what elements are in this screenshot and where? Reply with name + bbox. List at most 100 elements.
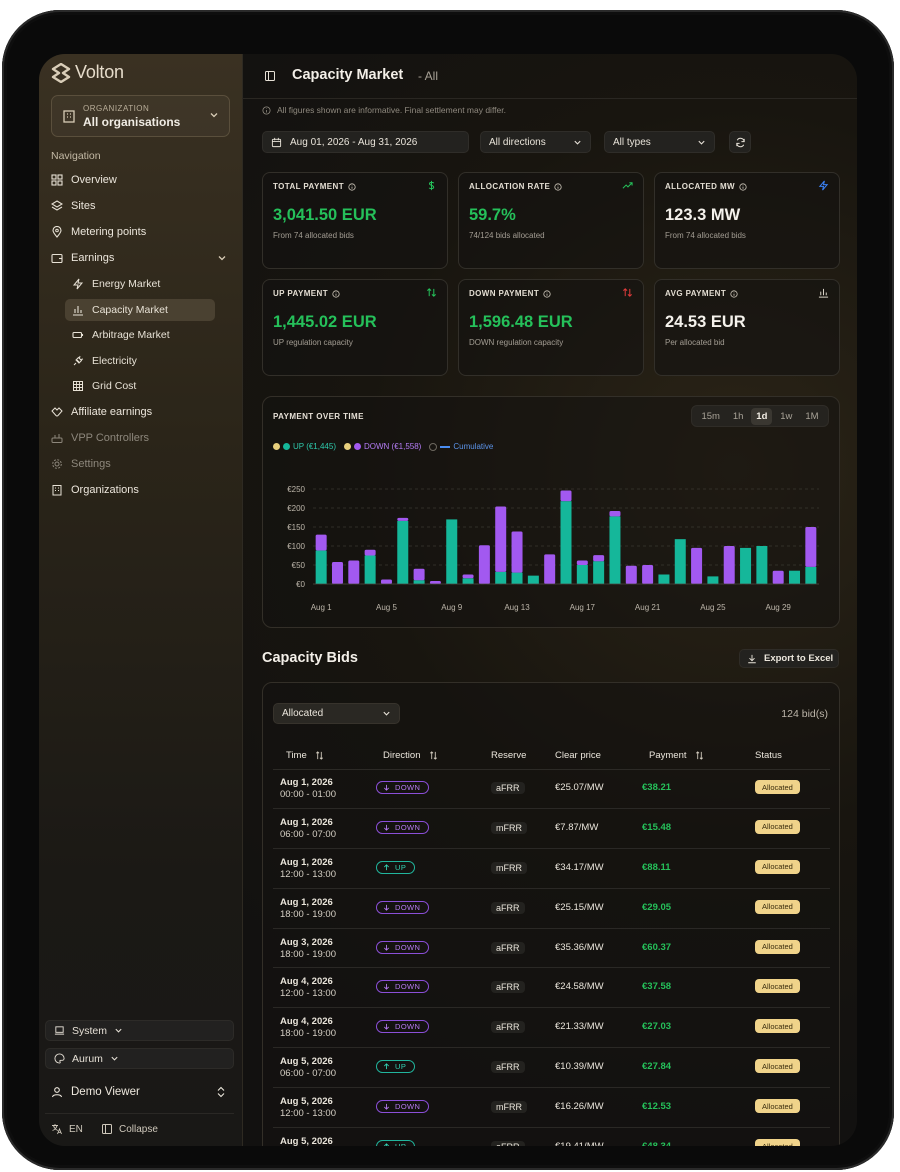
table-row[interactable]: Aug 4, 2026 12:00 - 13:00 DOWN aFRR €24.58/M… (273, 968, 830, 1009)
info-icon (332, 289, 340, 298)
card-avg-payment: AVG PAYMENT 24.53 EUR Per allocated bid (654, 279, 840, 376)
legend-down[interactable]: DOWN (€1,558) (344, 442, 421, 451)
range-1w[interactable]: 1w (780, 410, 793, 422)
sidebar-item-organizations[interactable]: Organizations (51, 479, 139, 501)
column-payment[interactable]: Payment (649, 750, 704, 761)
collapse-button[interactable]: Collapse (101, 1123, 158, 1135)
bid-date: Aug 3, 2026 (280, 936, 333, 948)
legend-swatch (354, 443, 361, 450)
sidebar-item-capacity-market[interactable]: Capacity Market (65, 299, 215, 321)
table-row[interactable]: Aug 5, 2026 12:00 - 13:00 DOWN mFRR €16.26/M… (273, 1088, 830, 1129)
language-toggle[interactable]: EN (51, 1123, 83, 1135)
range-1d[interactable]: 1d (751, 407, 773, 425)
type-select[interactable]: All types (604, 131, 715, 153)
range-1h[interactable]: 1h (732, 410, 744, 422)
direction-label: DOWN (395, 942, 421, 952)
table-row[interactable]: Aug 1, 2026 18:00 - 19:00 DOWN aFRR €25.15/M… (273, 889, 830, 929)
bar-down (331, 561, 343, 584)
bar-up (756, 546, 768, 584)
bar-down (511, 531, 523, 573)
organization-selector[interactable]: ORGANIZATION All organisations (51, 95, 230, 137)
column-reserve: Reserve (491, 750, 527, 761)
chart-plot: €0 €50 €100 €150 €200 €250 Aug 1 Aug 5 Aug 9 Aug … (287, 485, 819, 612)
language-label: EN (69, 1123, 83, 1135)
brand-logo[interactable]: Volton (51, 62, 124, 83)
sidebar-item-arbitrage-market[interactable]: Arbitrage Market (65, 324, 215, 346)
chevron-down-icon (111, 1056, 118, 1061)
sidebar-item-settings[interactable]: Settings (51, 453, 111, 475)
bid-date: Aug 5, 2026 (280, 1056, 333, 1068)
bid-time-slot: 12:00 - 13:00 (280, 1108, 336, 1120)
sidebar-item-electricity[interactable]: Electricity (65, 350, 215, 372)
system-selector[interactable]: System (45, 1020, 234, 1041)
range-1m[interactable]: 1M (805, 410, 819, 422)
reserve-type: mFRR (491, 1101, 527, 1114)
column-direction[interactable]: Direction (383, 750, 438, 761)
arrow-up-icon (384, 1063, 389, 1070)
sidebar-item-affiliate-earnings[interactable]: Affiliate earnings (51, 401, 152, 423)
legend-swatch (440, 445, 451, 448)
refresh-button[interactable] (729, 131, 751, 153)
direction-badge: DOWN (376, 820, 430, 834)
sidebar-toggle-icon[interactable] (264, 70, 276, 82)
sidebar-item-earnings[interactable]: Earnings (51, 247, 114, 269)
status-badge: Allocated (755, 899, 800, 914)
bar-up (413, 580, 425, 584)
status-filter-select[interactable]: Allocated (273, 703, 400, 724)
sidebar-item-grid-cost[interactable]: Grid Cost (65, 375, 215, 397)
table-row[interactable]: Aug 1, 2026 00:00 - 01:00 DOWN aFRR €25.07/M… (273, 769, 830, 809)
legend-cumulative[interactable]: Cumulative (429, 442, 493, 451)
sidebar-collapse-icon (102, 1124, 112, 1134)
card-subtext: From 74 allocated bids (273, 231, 354, 240)
table-row[interactable]: Aug 1, 2026 06:00 - 07:00 DOWN mFRR €7.87/MW… (273, 809, 830, 849)
direction-select[interactable]: All directions (480, 131, 591, 153)
user-icon (51, 1087, 63, 1098)
sidebar-item-sites[interactable]: Sites (51, 195, 95, 217)
clear-price: €35.36/MW (555, 941, 604, 953)
export-button[interactable]: Export to Excel (739, 649, 839, 668)
bid-time-slot: 06:00 - 07:00 (280, 828, 336, 840)
direction-badge: UP (376, 1140, 416, 1146)
bar-up (609, 516, 621, 584)
sidebar-item-label: Affiliate earnings (71, 406, 153, 418)
sidebar-item-overview[interactable]: Overview (51, 169, 117, 191)
chevron-down-icon[interactable] (217, 253, 227, 263)
clear-price: €24.58/MW (555, 981, 604, 993)
chart-legend: UP (€1,445) DOWN (€1,558) Cumulative (273, 442, 493, 451)
sidebar-item-label: Grid Cost (92, 380, 137, 392)
info-icon (543, 289, 551, 298)
clear-price: €10.39/MW (555, 1061, 604, 1073)
bar-down (772, 570, 784, 584)
bar-up (511, 572, 523, 584)
clear-price: €19.41/MW (555, 1141, 604, 1146)
table-row[interactable]: Aug 1, 2026 12:00 - 13:00 UP mFRR €34.17/MW €… (273, 849, 830, 889)
download-icon (748, 654, 756, 663)
sidebar-item-energy-market[interactable]: Energy Market (65, 273, 215, 295)
bar-down (723, 546, 735, 584)
reserve-type: aFRR (491, 1061, 525, 1074)
bid-date: Aug 5, 2026 (280, 1136, 333, 1146)
column-time[interactable]: Time (286, 750, 324, 761)
volton-logo-icon (51, 62, 71, 83)
table-row[interactable]: Aug 3, 2026 18:00 - 19:00 DOWN aFRR €35.36/M… (273, 929, 830, 969)
bid-time-slot: 18:00 - 19:00 (280, 908, 336, 920)
table-row[interactable]: Aug 4, 2026 18:00 - 19:00 DOWN aFRR €21.33/M… (273, 1008, 830, 1049)
direction-label: DOWN (395, 1102, 421, 1112)
payment-over-time-chart: PAYMENT OVER TIME 15m 1h 1d 1w 1M UP (€1… (262, 396, 840, 628)
user-menu[interactable]: Demo Viewer (51, 1082, 231, 1102)
legend-up[interactable]: UP (€1,445) (273, 442, 336, 451)
theme-selector[interactable]: Aurum (45, 1048, 234, 1069)
status-badge: Allocated (755, 1099, 800, 1114)
bar-down (691, 547, 703, 584)
table-header: Time Direction Reserve Clear price Payme… (273, 741, 830, 770)
wallet-icon (51, 253, 63, 264)
card-subtext: From 74 allocated bids (665, 231, 746, 240)
sidebar-item-vpp-controllers[interactable]: VPP Controllers (51, 427, 149, 449)
table-row[interactable]: Aug 5, 2026 06:00 - 07:00 UP aFRR €10.39/MW €… (273, 1048, 830, 1089)
sidebar-item-metering-points[interactable]: Metering points (51, 221, 146, 243)
status-badge: Allocated (755, 1139, 800, 1146)
direction-label: DOWN (395, 902, 421, 912)
date-range-picker[interactable]: Aug 01, 2026 - Aug 31, 2026 (262, 131, 469, 153)
range-15m[interactable]: 15m (701, 410, 720, 422)
